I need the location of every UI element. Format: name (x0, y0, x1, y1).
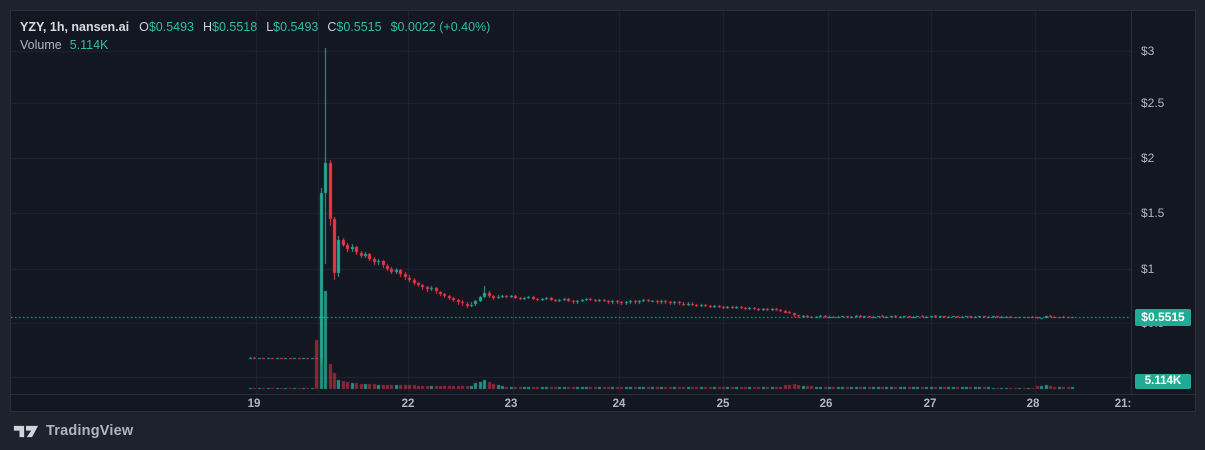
open-label: O (139, 20, 149, 34)
volume-label: Volume (20, 38, 62, 52)
tradingview-attribution-link[interactable]: TradingView (13, 419, 133, 443)
chart-legend: YZY, 1h, nansen.ai O$0.5493 H$0.5518 L$0.54… (20, 18, 490, 54)
last-price-badge: $0.5515 (1135, 309, 1191, 326)
time-tick: 19 (247, 398, 261, 410)
low-label: L (266, 20, 274, 34)
low-value: $0.5493 (273, 20, 319, 34)
volume-value: 5.114K (69, 38, 109, 52)
tradingview-logo-icon (13, 425, 39, 437)
high-label: H (203, 20, 213, 34)
time-tick: 21: (1114, 398, 1132, 410)
time-tick: 22 (401, 398, 415, 410)
time-tick: 23 (504, 398, 518, 410)
price-tick: $1 (1141, 262, 1155, 276)
legend-volume-line: Volume 5.114K (20, 36, 490, 54)
high-value: $0.5518 (212, 20, 258, 34)
price-tick: $2.5 (1141, 96, 1165, 110)
price-tick: $1.5 (1141, 206, 1165, 220)
symbol-title[interactable]: YZY, 1h, nansen.ai (20, 20, 130, 34)
price-tick: $2 (1141, 151, 1155, 165)
change-value: $0.0022 (+0.40%) (390, 20, 491, 34)
time-tick: 25 (716, 398, 730, 410)
time-tick: 28 (1026, 398, 1040, 410)
time-tick: 27 (923, 398, 937, 410)
close-value: $0.5515 (336, 20, 382, 34)
legend-ohlc-line: YZY, 1h, nansen.ai O$0.5493 H$0.5518 L$0.54… (20, 18, 490, 36)
time-tick: 26 (819, 398, 833, 410)
time-tick: 24 (612, 398, 626, 410)
time-axis[interactable]: 19 22 23 24 25 26 27 28 21: (11, 394, 1197, 414)
last-volume-badge: 5.114K (1135, 374, 1191, 389)
price-axis[interactable]: $3 $2.5 $2 $1.5 $1 $0.5 $0.5515 5.114K (1131, 11, 1197, 394)
close-label: C (327, 20, 337, 34)
price-chart-canvas[interactable] (11, 11, 1131, 394)
chart-panel: YZY, 1h, nansen.ai O$0.5493 H$0.5518 L$0.54… (10, 10, 1197, 414)
tradingview-attribution-text: TradingView (46, 423, 134, 439)
open-value: $0.5493 (148, 20, 194, 34)
price-tick: $3 (1141, 44, 1155, 58)
